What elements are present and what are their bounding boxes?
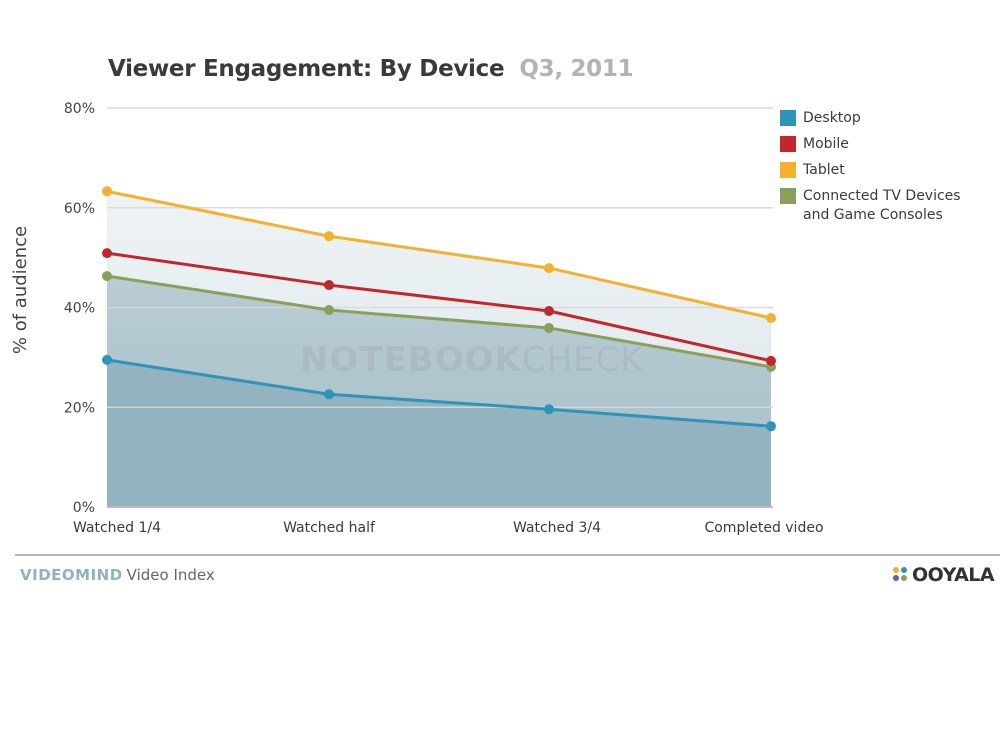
data-point-mobile [766, 355, 776, 366]
data-point-mobile [544, 305, 554, 316]
series-line-connected-tv [106, 274, 772, 369]
line-chart: 0% 20% 40% 60% 80% % of audience Watched 1/4 Wa… [10, 101, 824, 536]
title-period: Q3, 2011 [519, 56, 634, 82]
legend-label-mobile: Mobile [803, 136, 849, 152]
x-tick-label: Watched 3/4 [513, 520, 601, 536]
x-tick-label: Watched half [283, 520, 376, 536]
data-point-desktop [766, 421, 776, 432]
title-main: Viewer Engagement: By Device [108, 56, 505, 82]
data-point-tablet [102, 186, 112, 197]
legend-swatch-desktop [780, 110, 796, 126]
y-tick-label: 40% [64, 301, 95, 317]
legend-label-desktop: Desktop [803, 110, 861, 126]
data-point-desktop [324, 389, 334, 400]
legend-swatch-mobile [780, 136, 796, 152]
y-tick-label: 80% [64, 101, 95, 117]
footer-divider [15, 554, 1000, 556]
y-tick-label: 20% [64, 400, 95, 416]
x-tick-label: Completed video [704, 520, 823, 536]
data-point-connected-tv [324, 304, 334, 315]
legend-item-mobile: Mobile [780, 135, 988, 154]
y-tick-label: 0% [73, 500, 95, 516]
chart-title: Viewer Engagement: By Device Q3, 2011 [108, 56, 634, 82]
legend-item-tablet: Tablet [780, 161, 988, 180]
footer-brand: VIDEOMIND Video Index [20, 566, 215, 584]
area-desktop [107, 359, 771, 507]
series-line-tablet [106, 189, 772, 320]
y-axis-label: % of audience [10, 226, 31, 354]
logo-dots-icon [893, 567, 909, 583]
data-point-connected-tv [102, 271, 112, 282]
data-point-mobile [102, 248, 112, 259]
footer-brand-strong: VIDEOMIND [20, 566, 123, 584]
legend-label-tablet: Tablet [803, 162, 845, 178]
x-tick-label: Watched 1/4 [73, 520, 161, 536]
legend-item-desktop: Desktop [780, 109, 988, 128]
watermark-bold: NOTEBOOK [300, 340, 522, 380]
legend: Desktop Mobile Tablet Connected TV Devic… [780, 109, 988, 232]
data-point-tablet [324, 231, 334, 242]
legend-swatch-tablet [780, 162, 796, 178]
legend-swatch-connected-tv [780, 188, 796, 204]
data-point-tablet [766, 312, 776, 323]
legend-label-connected-tv: Connected TV Devices and Game Consoles [803, 188, 961, 223]
series-line-mobile [106, 251, 772, 363]
data-point-tablet [544, 263, 554, 274]
watermark-light: CHECK [521, 340, 644, 380]
watermark: NOTEBOOKCHECK [300, 340, 644, 380]
legend-item-connected-tv: Connected TV Devices and Game Consoles [780, 187, 988, 225]
y-tick-label: 60% [64, 201, 95, 217]
logo-text: OOYALA [912, 564, 995, 586]
data-point-connected-tv [544, 322, 554, 333]
data-point-desktop [544, 404, 554, 415]
series-line-desktop [106, 358, 772, 428]
data-point-mobile [324, 280, 334, 291]
data-point-desktop [102, 354, 112, 365]
footer-brand-light: Video Index [126, 566, 215, 584]
ooyala-logo: OOYALA [893, 564, 995, 586]
